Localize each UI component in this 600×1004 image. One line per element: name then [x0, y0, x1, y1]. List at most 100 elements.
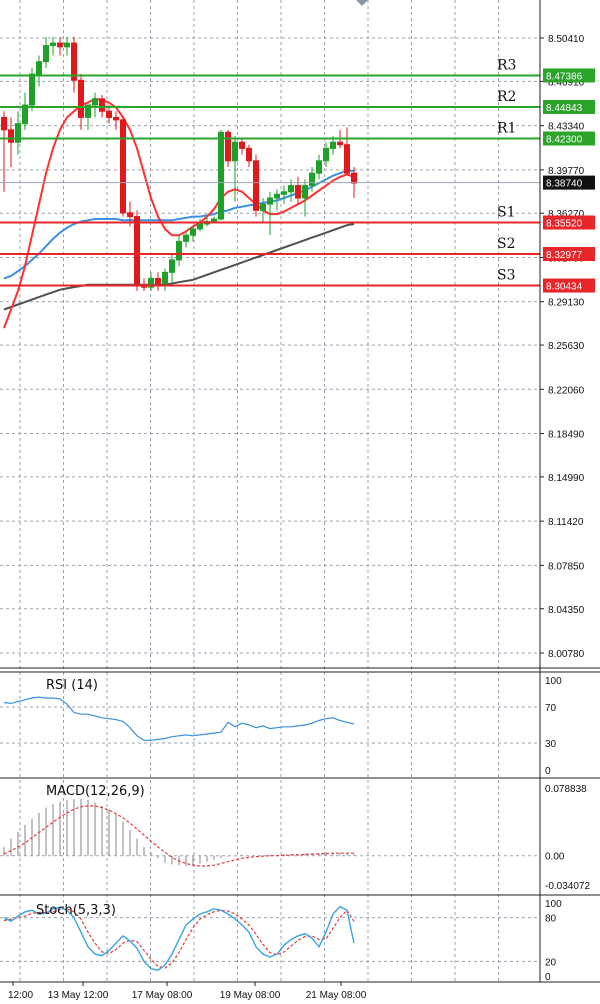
- price-tick-label: 8.43340: [548, 122, 585, 133]
- level-price-tag: [543, 68, 595, 83]
- candle-body: [50, 42, 56, 47]
- level-price-label: 8.42300: [546, 134, 583, 145]
- candle-body: [106, 110, 112, 118]
- rsi-title: RSI (14): [46, 678, 98, 693]
- candle-body: [71, 42, 77, 81]
- level-price-tag: [543, 247, 595, 262]
- level-price-label: 8.30434: [546, 282, 583, 293]
- current-price-label: 8.38740: [546, 179, 583, 190]
- stoch-signal-line: [3, 908, 355, 969]
- rsi-tick-label: 100: [545, 676, 562, 687]
- candle-body: [15, 123, 21, 143]
- candle-body: [169, 259, 175, 273]
- stoch-title: Stoch(5,3,3): [36, 903, 116, 918]
- level-name-r1: R1: [497, 120, 516, 136]
- level-price-label: 8.47386: [546, 71, 583, 82]
- x-tick-label: 21 May 08:00: [306, 990, 367, 1001]
- candle-body: [134, 216, 140, 286]
- price-pane[interactable]: R3 R2 R1 S1 S2 S3: [0, 36, 540, 329]
- stoch-tick-label: 80: [545, 914, 557, 925]
- candle-body: [330, 141, 336, 149]
- price-tick-label: 8.18490: [548, 430, 585, 441]
- candle-body: [113, 116, 119, 121]
- price-tick-label: 8.22060: [548, 385, 585, 396]
- scroll-marker: [356, 0, 368, 6]
- candle-body: [281, 191, 287, 195]
- x-tick-label: 19 May 08:00: [220, 990, 281, 1001]
- level-price-tag: [543, 99, 595, 114]
- rsi-tick-label: 0: [545, 766, 551, 777]
- macd-tick-label: 0.00: [545, 852, 565, 863]
- candle-body: [57, 42, 63, 48]
- candle-body: [64, 42, 70, 48]
- price-tick-label: 8.29130: [548, 298, 585, 309]
- level-name-r3: R3: [497, 57, 516, 73]
- candle-body: [36, 61, 42, 75]
- macd-tick-label: 0.078838: [545, 784, 587, 795]
- candle-body: [148, 278, 154, 288]
- rsi-pane[interactable]: [3, 696, 355, 741]
- level-name-s2: S2: [497, 236, 516, 252]
- candle-body: [246, 147, 252, 162]
- macd-tick-label: -0.034072: [545, 881, 590, 892]
- candle-body: [218, 131, 224, 220]
- stoch-pane[interactable]: [3, 905, 355, 971]
- candle-body: [260, 203, 266, 211]
- candle-body: [316, 160, 322, 174]
- rsi-tick-label: 70: [545, 703, 557, 714]
- level-name-s3: S3: [497, 268, 516, 284]
- candle-body: [183, 234, 189, 242]
- candle-body: [78, 79, 84, 118]
- candle-body: [8, 129, 14, 143]
- macd-signal-line: [3, 805, 354, 867]
- level-price-tag: [543, 278, 595, 293]
- candle-body: [225, 131, 231, 162]
- candle-body: [295, 185, 301, 199]
- candle-body: [127, 212, 133, 218]
- candle-body: [337, 141, 343, 146]
- price-tick-label: 8.25630: [548, 341, 585, 352]
- stoch-tick-label: 20: [545, 957, 557, 968]
- candle-body: [85, 104, 91, 118]
- candle-body: [309, 172, 315, 187]
- stoch-tick-label: 0: [545, 972, 551, 983]
- x-tick-label: 17 May 08:00: [132, 990, 193, 1001]
- rsi-tick-label: 30: [545, 739, 557, 750]
- candle-body: [302, 185, 308, 199]
- price-tick-label: 8.14990: [548, 473, 585, 484]
- candle-body: [1, 116, 7, 131]
- macd-pane[interactable]: [3, 799, 355, 867]
- rsi-line: [3, 696, 355, 741]
- price-tick-label: 8.00780: [548, 649, 585, 660]
- level-price-label: 8.35520: [546, 219, 583, 230]
- candle-body: [92, 98, 98, 106]
- candle-body: [267, 197, 273, 205]
- candle-body: [274, 193, 280, 199]
- macd-title: MACD(12,26,9): [46, 784, 145, 799]
- candle-body: [176, 240, 182, 261]
- candle-body: [162, 271, 168, 284]
- level-name-s1: S1: [497, 205, 516, 221]
- price-tick-label: 8.04350: [548, 605, 585, 616]
- x-tick-label: 13 May 12:00: [48, 990, 109, 1001]
- level-price-label: 8.32977: [546, 250, 583, 261]
- candle-body: [190, 228, 196, 236]
- candle-body: [120, 119, 126, 214]
- level-name-r2: R2: [497, 89, 516, 105]
- candle-body: [344, 144, 350, 174]
- candle-body: [22, 104, 28, 125]
- candle-body: [288, 185, 294, 193]
- ema-slow-line: [3, 223, 355, 311]
- stoch-tick-label: 100: [545, 899, 562, 910]
- candle-body: [253, 160, 259, 211]
- price-tick-label: 8.46910: [548, 77, 585, 88]
- level-price-tag: [543, 215, 595, 230]
- candle-body: [239, 141, 245, 149]
- level-price-label: 8.44843: [546, 103, 583, 114]
- price-tick-label: 8.39770: [548, 166, 585, 177]
- candle-body: [232, 141, 238, 162]
- candle-body: [351, 172, 357, 184]
- candle-body: [29, 73, 35, 106]
